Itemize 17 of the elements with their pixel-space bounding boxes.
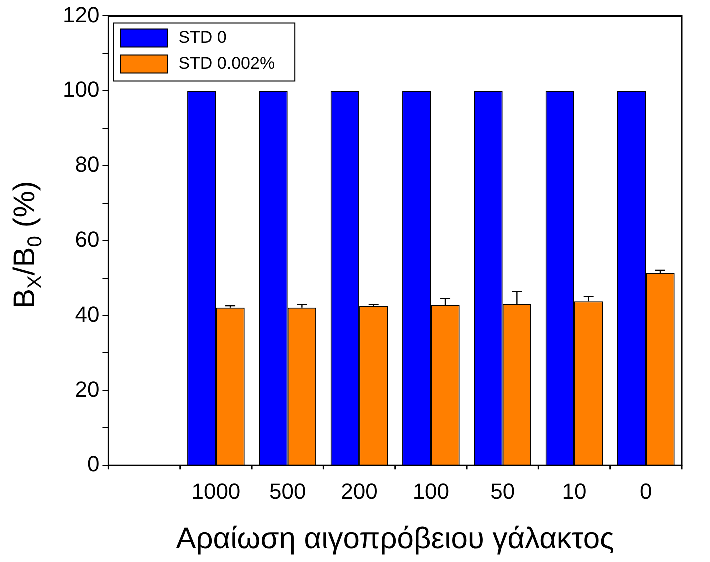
legend-label: STD 0.002% xyxy=(178,54,276,73)
x-tick-label: 50 xyxy=(490,478,516,504)
x-tick-label: 1000 xyxy=(192,478,241,504)
y-tick-label: 20 xyxy=(75,376,100,402)
x-tick-label: 500 xyxy=(270,478,306,504)
x-axis-title: Αραίωση αιγοπρόβειου γάλακτος xyxy=(176,522,614,556)
y-tick-label: 120 xyxy=(62,2,100,28)
y-tick-label: 0 xyxy=(87,452,100,477)
x-tick-label: 0 xyxy=(640,478,652,504)
x-tick-label: 100 xyxy=(412,478,450,504)
legend-label: STD 0 xyxy=(178,28,227,47)
y-tick-label: 40 xyxy=(75,302,100,327)
y-tick-label: 80 xyxy=(75,152,100,178)
y-tick-label: 60 xyxy=(75,226,100,252)
x-tick-label: 200 xyxy=(341,478,378,504)
x-tick-label: 10 xyxy=(562,478,587,504)
y-tick-label: 100 xyxy=(62,77,100,102)
